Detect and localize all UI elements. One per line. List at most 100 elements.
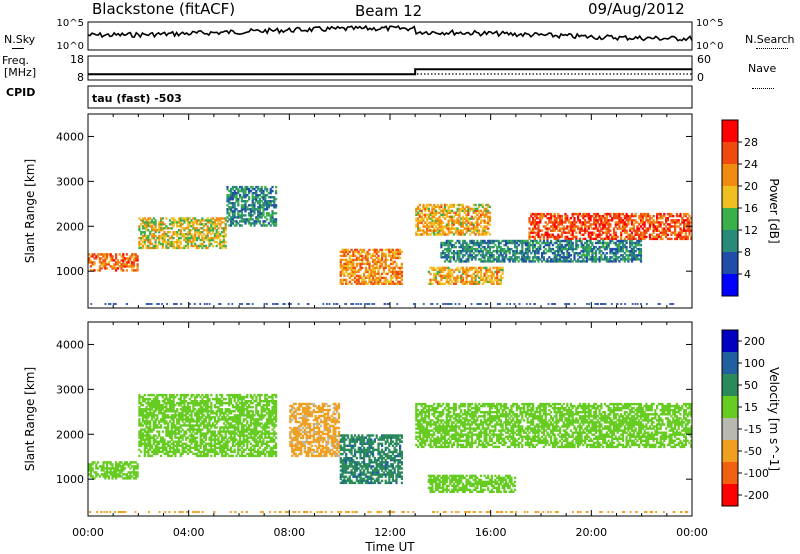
heatmap-cell bbox=[185, 438, 188, 441]
heatmap-cell bbox=[575, 237, 578, 241]
heatmap-cell bbox=[199, 412, 202, 415]
heatmap-cell bbox=[585, 239, 589, 243]
heatmap-cell bbox=[559, 229, 562, 232]
heatmap-cell bbox=[478, 243, 481, 247]
heatmap-cell bbox=[368, 260, 371, 264]
heatmap-cell bbox=[235, 194, 238, 197]
heatmap-cell bbox=[233, 206, 236, 209]
heatmap-cell bbox=[438, 227, 441, 230]
heatmap-cell bbox=[258, 210, 261, 213]
heatmap-cell bbox=[194, 397, 197, 401]
heatmap-cell bbox=[181, 414, 184, 417]
heatmap-cell bbox=[262, 204, 265, 207]
heatmap-cell bbox=[449, 247, 452, 251]
heatmap-cell bbox=[589, 214, 592, 218]
heatmap-cell bbox=[686, 217, 689, 220]
heatmap-cell bbox=[643, 212, 646, 216]
heatmap-cell bbox=[197, 233, 200, 236]
heatmap-cell bbox=[677, 221, 680, 224]
ground-scatter-cell bbox=[601, 303, 604, 305]
heatmap-cell bbox=[253, 208, 256, 211]
heatmap-cell bbox=[589, 241, 592, 245]
heatmap-cell bbox=[201, 406, 204, 409]
heatmap-cell bbox=[521, 254, 524, 257]
heatmap-cell bbox=[377, 270, 380, 274]
heatmap-cell bbox=[539, 217, 542, 220]
heatmap-cell bbox=[593, 237, 596, 241]
heatmap-cell bbox=[217, 452, 220, 456]
heatmap-cell bbox=[210, 233, 213, 236]
heatmap-cell bbox=[639, 252, 643, 255]
heatmap-cell bbox=[602, 258, 605, 261]
heatmap-cell bbox=[339, 264, 342, 268]
heatmap-cell bbox=[188, 236, 191, 240]
heatmap-cell bbox=[449, 274, 452, 278]
heatmap-cell bbox=[183, 450, 186, 454]
heatmap-cell bbox=[224, 240, 227, 244]
heatmap-cell bbox=[395, 248, 398, 252]
heatmap-cell bbox=[150, 219, 154, 222]
heatmap-cell bbox=[158, 236, 161, 240]
heatmap-cell bbox=[163, 444, 166, 447]
heatmap-cell bbox=[436, 272, 439, 276]
heatmap-cell bbox=[630, 254, 634, 257]
heatmap-cell bbox=[111, 473, 114, 476]
heatmap-cell bbox=[138, 410, 141, 413]
heatmap-cell bbox=[258, 187, 261, 191]
heatmap-cell bbox=[553, 212, 556, 216]
heatmap-cell bbox=[551, 235, 554, 239]
heatmap-cell bbox=[95, 475, 98, 478]
heatmap-cell bbox=[118, 261, 121, 264]
heatmap-cell bbox=[557, 258, 560, 261]
heatmap-cell bbox=[632, 252, 635, 255]
heatmap-cell bbox=[377, 282, 380, 285]
heatmap-cell bbox=[168, 236, 172, 240]
heatmap-cell bbox=[483, 245, 486, 249]
heatmap-cell bbox=[467, 217, 470, 220]
heatmap-cell bbox=[339, 282, 342, 285]
heatmap-cell bbox=[449, 239, 452, 243]
heatmap-cell bbox=[381, 272, 384, 276]
heatmap-cell bbox=[611, 260, 614, 263]
heatmap-cell bbox=[210, 217, 213, 220]
heatmap-cell bbox=[159, 404, 163, 407]
heatmap-cell bbox=[614, 258, 617, 261]
heatmap-cell bbox=[479, 233, 483, 236]
heatmap-cell bbox=[499, 250, 502, 253]
heatmap-cell bbox=[436, 221, 439, 224]
heatmap-cell bbox=[605, 217, 608, 220]
heatmap-cell bbox=[481, 282, 484, 285]
heatmap-cell bbox=[670, 231, 673, 234]
heatmap-cell bbox=[266, 204, 269, 207]
heatmap-cell bbox=[192, 236, 195, 240]
heatmap-cell bbox=[219, 408, 222, 411]
heatmap-cell bbox=[618, 219, 621, 222]
heatmap-cell bbox=[666, 212, 669, 216]
heatmap-cell bbox=[147, 450, 150, 454]
heatmap-cell bbox=[384, 258, 387, 262]
heatmap-cell bbox=[571, 214, 574, 218]
heatmap-cell bbox=[434, 280, 438, 284]
heatmap-cell bbox=[481, 266, 484, 270]
heatmap-cell bbox=[190, 420, 193, 423]
heatmap-cell bbox=[564, 217, 567, 220]
heatmap-cell bbox=[192, 424, 195, 427]
heatmap-cell bbox=[487, 203, 490, 207]
nsky-line bbox=[12, 48, 24, 49]
heatmap-cell bbox=[145, 438, 148, 441]
heatmap-cell bbox=[373, 262, 376, 266]
heatmap-cell bbox=[614, 241, 617, 245]
heatmap-cell bbox=[213, 436, 216, 439]
heatmap-cell bbox=[528, 235, 531, 239]
heatmap-cell bbox=[523, 256, 526, 259]
heatmap-cell bbox=[350, 268, 353, 272]
heatmap-cell bbox=[566, 214, 569, 218]
heatmap-cell bbox=[647, 219, 650, 222]
heatmap-cell bbox=[629, 217, 632, 220]
heatmap-cell bbox=[167, 416, 170, 419]
heatmap-cell bbox=[614, 217, 617, 220]
heatmap-cell bbox=[219, 223, 222, 226]
heatmap-cell bbox=[124, 473, 127, 476]
heatmap-cell bbox=[260, 216, 263, 219]
heatmap-cell bbox=[492, 282, 495, 285]
